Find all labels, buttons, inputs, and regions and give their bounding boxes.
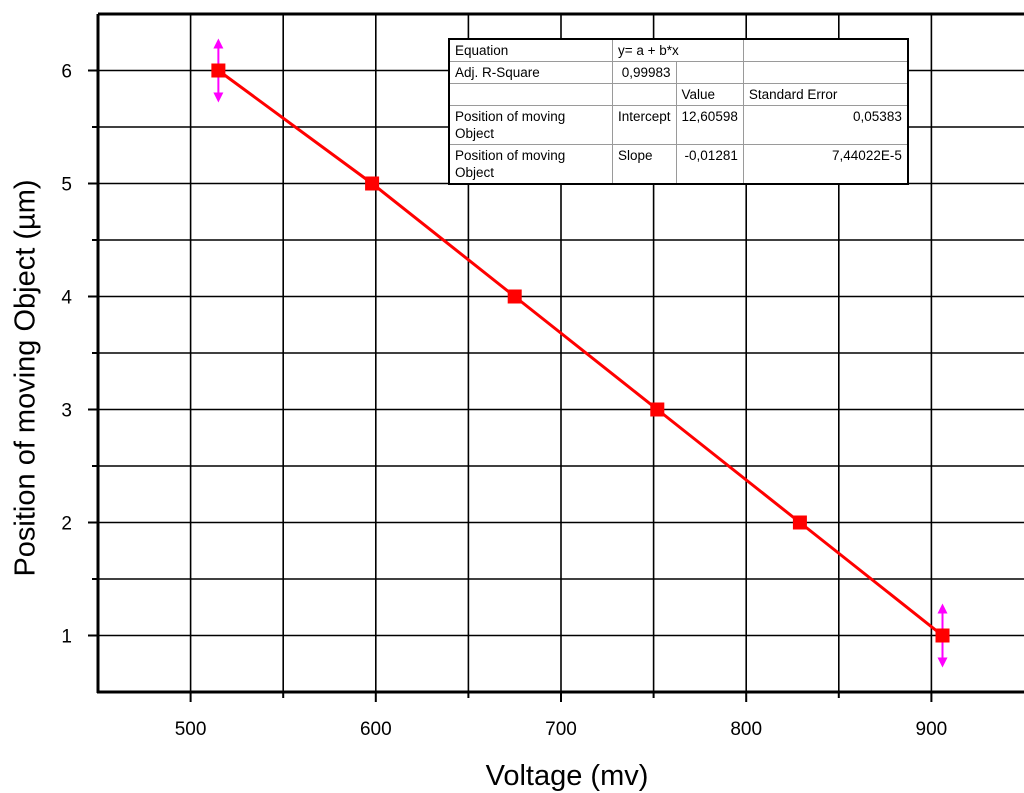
error-bar-arrow-down [937,657,948,668]
error-bar-arrow-up [937,603,948,614]
row-name-intercept: Position of moving Object [448,105,613,145]
x-tick-label: 700 [545,719,577,740]
table-cell-empty [612,83,677,106]
y-tick-label: 5 [61,175,72,196]
intercept-value: 12,60598 [675,105,744,145]
row-name-slope: Position of moving Object [448,144,613,185]
data-point-marker [211,63,226,78]
intercept-error: 0,05383 [742,105,909,145]
y-tick-label: 1 [61,627,72,648]
data-point-marker [650,402,665,417]
fit-results-table: Equation y= a + b*x Adj. R-Square 0,9998… [448,38,909,185]
data-point-marker [507,289,522,304]
error-bar-arrow-up [213,38,224,49]
param-intercept: Intercept [612,105,677,145]
data-point-marker [792,515,807,530]
error-bar-arrow-down [213,92,224,103]
y-tick-label: 6 [61,62,72,83]
data-series [211,38,950,668]
x-tick-label: 800 [730,719,762,740]
x-tick-label: 900 [916,719,948,740]
r2-label: Adj. R-Square [448,61,613,84]
x-axis-label: Voltage (mv) [485,760,649,792]
r2-value: 0,99983 [612,61,677,84]
data-point-marker [935,628,950,643]
slope-value: -0,01281 [675,144,744,185]
y-tick-label: 3 [61,401,72,422]
data-point-marker [365,176,380,191]
y-tick-label: 4 [61,288,72,309]
equation-value: y= a + b*x [612,38,744,62]
equation-label: Equation [448,38,613,62]
value-column-header: Value [675,83,744,106]
table-cell-empty [742,38,909,62]
series-line [217,69,944,637]
x-tick-label: 600 [360,719,392,740]
y-axis-label: Position of moving Object (µm) [9,179,42,577]
error-column-header: Standard Error [742,83,909,106]
axes [88,12,1024,702]
table-cell-empty [448,83,613,106]
param-slope: Slope [612,144,677,185]
y-tick-label: 2 [61,514,72,535]
table-cell-empty [675,61,744,84]
tick-labels: 500 600 700 800 900 1 2 3 4 5 6 [61,62,947,741]
x-tick-label: 500 [175,719,207,740]
table-cell-empty [742,61,909,84]
slope-error: 7,44022E-5 [742,144,909,185]
